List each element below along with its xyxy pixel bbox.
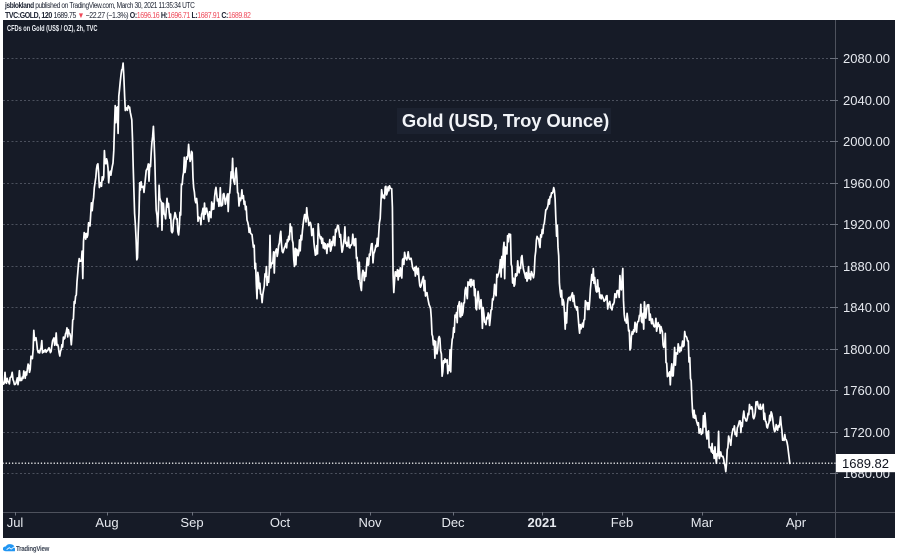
svg-text:1720.00: 1720.00 <box>843 425 890 440</box>
svg-text:Nov: Nov <box>358 515 382 530</box>
svg-text:CFDs on Gold (US$ / OZ), 2h, T: CFDs on Gold (US$ / OZ), 2h, TVC <box>7 23 98 33</box>
svg-text:1880.00: 1880.00 <box>843 259 890 274</box>
svg-text:Sep: Sep <box>180 515 203 530</box>
svg-text:1840.00: 1840.00 <box>843 300 890 315</box>
svg-text:Dec: Dec <box>441 515 465 530</box>
svg-text:Feb: Feb <box>611 515 633 530</box>
svg-text:2080.00: 2080.00 <box>843 51 890 66</box>
svg-text:1800.00: 1800.00 <box>843 342 890 357</box>
svg-text:Apr: Apr <box>786 515 807 530</box>
svg-text:2000.00: 2000.00 <box>843 134 890 149</box>
svg-text:1920.00: 1920.00 <box>843 217 890 232</box>
svg-text:1960.00: 1960.00 <box>843 176 890 191</box>
svg-text:Gold (USD, Troy Ounce): Gold (USD, Troy Ounce) <box>402 110 609 131</box>
svg-text:1689.82: 1689.82 <box>842 456 889 471</box>
svg-text:Aug: Aug <box>95 515 118 530</box>
svg-text:2021: 2021 <box>528 515 557 530</box>
svg-text:Jul: Jul <box>7 515 24 530</box>
svg-text:Oct: Oct <box>270 515 291 530</box>
svg-text:1760.00: 1760.00 <box>843 383 890 398</box>
svg-text:Mar: Mar <box>691 515 714 530</box>
svg-text:2040.00: 2040.00 <box>843 93 890 108</box>
